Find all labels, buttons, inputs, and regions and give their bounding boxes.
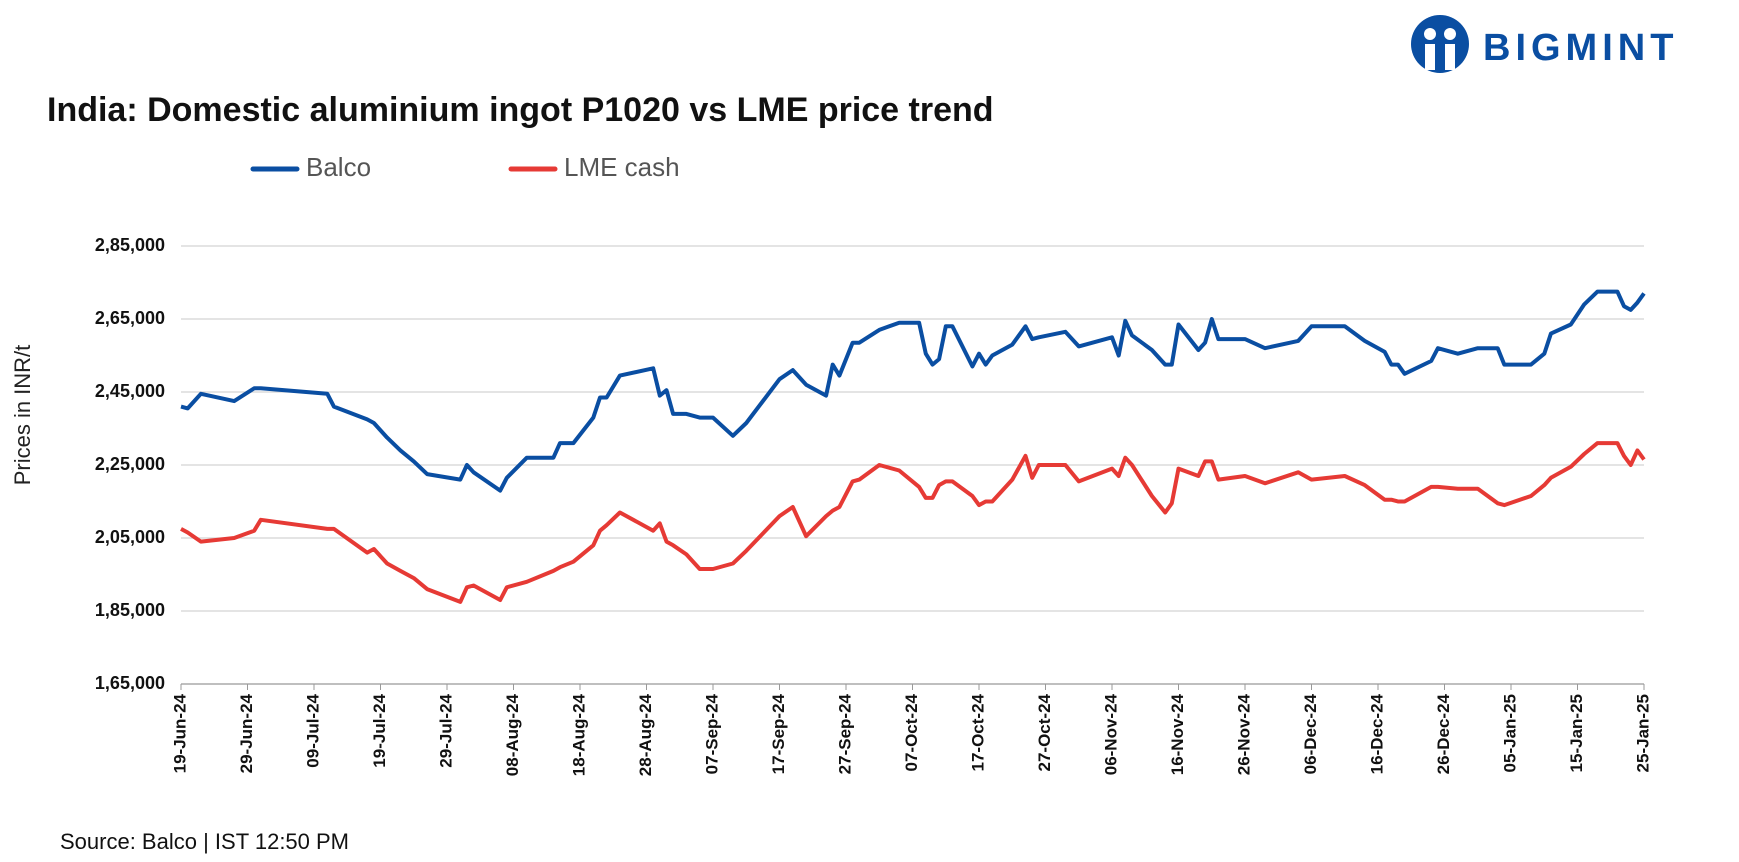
x-tick-label: 29-Jun-24: [237, 693, 256, 773]
y-tick-label: 1,85,000: [95, 600, 165, 620]
y-tick-label: 2,85,000: [95, 235, 165, 255]
legend-label: Balco: [306, 152, 371, 182]
x-tick-label: 07-Sep-24: [702, 693, 721, 774]
series-line: [180, 441, 1646, 604]
y-tick-label: 2,25,000: [95, 454, 165, 474]
x-tick-label: 15-Jan-25: [1567, 694, 1586, 772]
x-tick-label: 17-Sep-24: [769, 693, 788, 774]
x-tick-label: 05-Jan-25: [1500, 694, 1519, 772]
y-tick-label: 2,65,000: [95, 308, 165, 328]
x-tick-label: 27-Oct-24: [1035, 693, 1054, 771]
chart-title: India: Domestic aluminium ingot P1020 vs…: [47, 91, 994, 129]
source-note: Source: Balco | IST 12:50 PM: [60, 829, 349, 854]
x-tick-label: 26-Nov-24: [1234, 693, 1253, 775]
y-tick-label: 1,65,000: [95, 673, 165, 693]
logo-icon: [1425, 44, 1435, 70]
logo-icon: [1445, 44, 1455, 70]
x-tick-label: 07-Oct-24: [902, 693, 921, 771]
x-tick-label: 19-Jun-24: [170, 693, 189, 773]
x-tick-label: 25-Jan-25: [1633, 694, 1652, 772]
x-tick-label: 18-Aug-24: [569, 693, 588, 776]
x-tick-label: 06-Dec-24: [1301, 693, 1320, 774]
brand: BIGMINT: [1483, 27, 1678, 69]
x-tick-label: 29-Jul-24: [436, 693, 455, 767]
legend-label: LME cash: [564, 152, 680, 182]
x-tick-label: 08-Aug-24: [503, 693, 522, 776]
x-tick-label: 16-Nov-24: [1168, 693, 1187, 775]
y-tick-label: 2,05,000: [95, 527, 165, 547]
x-tick-label: 27-Sep-24: [835, 693, 854, 774]
x-tick-label: 16-Dec-24: [1367, 693, 1386, 774]
x-tick-label: 09-Jul-24: [303, 693, 322, 767]
x-tick-label: 06-Nov-24: [1101, 693, 1120, 775]
y-tick-label: 2,45,000: [95, 381, 165, 401]
series-line: [180, 289, 1646, 493]
logo-icon: [1424, 28, 1436, 40]
logo-icon: [1411, 15, 1469, 73]
x-tick-label: 28-Aug-24: [636, 693, 655, 776]
x-tick-label: 26-Dec-24: [1434, 693, 1453, 774]
y-axis-label: Prices in INR/t: [10, 345, 35, 486]
x-tick-label: 19-Jul-24: [370, 693, 389, 767]
logo-icon: [1444, 28, 1456, 40]
logo: BIGMINT: [1411, 15, 1678, 73]
x-tick-label: 17-Oct-24: [968, 693, 987, 771]
